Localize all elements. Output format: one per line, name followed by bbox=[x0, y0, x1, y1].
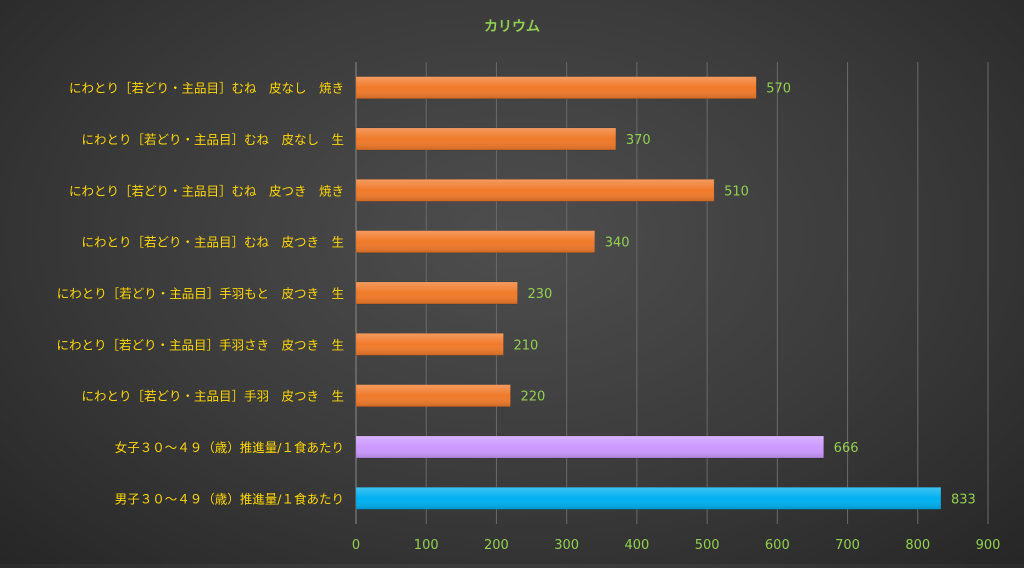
category-label: 男子３０～４９（歳）推進量/１食あたり bbox=[115, 491, 344, 506]
bar-shading bbox=[356, 179, 715, 202]
bar-value-label: 570 bbox=[766, 82, 791, 97]
x-tick-label: 800 bbox=[905, 538, 930, 553]
x-tick-label: 400 bbox=[624, 538, 649, 553]
chart-title: カリウム bbox=[484, 19, 540, 35]
category-label: にわとり［若どり・主品目］むね 皮つき 生 bbox=[81, 235, 344, 250]
labels: 0 100 200 300 400 500 600 700 800 900 570 にわとり［若どり・… bbox=[56, 81, 1000, 553]
bar-shading bbox=[356, 128, 616, 150]
bar-value-label: 230 bbox=[528, 287, 553, 302]
bar-shading bbox=[356, 436, 824, 458]
bar-shading bbox=[356, 384, 511, 407]
x-tick-label: 600 bbox=[765, 538, 790, 553]
category-label: にわとり［若どり・主品目］手羽もと 皮つき 生 bbox=[57, 286, 344, 301]
bar-shading bbox=[356, 282, 518, 304]
bar-shading bbox=[356, 487, 941, 510]
category-label: にわとり［若どり・主品目］手羽 皮つき 生 bbox=[81, 389, 344, 404]
bar-shading bbox=[356, 230, 595, 253]
bar-value-label: 833 bbox=[951, 492, 976, 507]
x-tick-label: 300 bbox=[554, 538, 579, 553]
bar-shading bbox=[356, 333, 504, 356]
category-label: にわとり［若どり・主品目］むね 皮つき 焼き bbox=[69, 183, 344, 198]
x-tick-label: 100 bbox=[414, 538, 439, 553]
x-tick-label: 200 bbox=[484, 538, 509, 553]
bar-value-label: 510 bbox=[724, 184, 749, 199]
category-label: 女子３０～４９（歳）推進量/１食あたり bbox=[115, 440, 344, 455]
bar-value-label: 666 bbox=[834, 441, 859, 456]
bar-shading bbox=[356, 76, 757, 99]
bars bbox=[355, 76, 942, 510]
x-tick-label: 700 bbox=[835, 538, 860, 553]
x-tick-label: 500 bbox=[695, 538, 720, 553]
bar-value-label: 370 bbox=[626, 133, 651, 148]
category-label: にわとり［若どり・主品目］手羽さき 皮つき 生 bbox=[56, 337, 344, 352]
bar-value-label: 210 bbox=[513, 338, 538, 353]
bar-value-label: 340 bbox=[605, 236, 630, 251]
bar-value-label: 220 bbox=[520, 390, 545, 405]
x-tick-label: 900 bbox=[976, 538, 1001, 553]
x-tick-label: 0 bbox=[352, 538, 360, 553]
category-label: にわとり［若どり・主品目］むね 皮なし 焼き bbox=[69, 81, 344, 96]
category-label: にわとり［若どり・主品目］むね 皮なし 生 bbox=[81, 132, 344, 147]
